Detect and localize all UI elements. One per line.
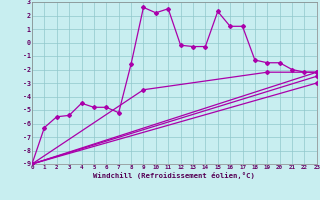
X-axis label: Windchill (Refroidissement éolien,°C): Windchill (Refroidissement éolien,°C): [93, 172, 255, 179]
